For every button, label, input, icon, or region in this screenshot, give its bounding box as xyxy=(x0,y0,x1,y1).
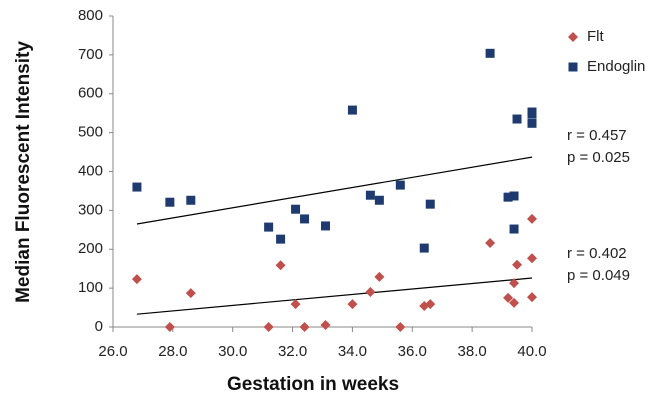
point xyxy=(165,197,175,207)
y-tick-label: 100 xyxy=(78,279,103,296)
point xyxy=(347,105,357,115)
point xyxy=(485,238,496,249)
point xyxy=(275,260,286,271)
annotation: p = 0.025 xyxy=(567,149,630,166)
point xyxy=(425,299,436,310)
x-tick-label: 38.0 xyxy=(458,343,487,360)
trend-line xyxy=(136,277,533,315)
point xyxy=(132,182,142,192)
y-axis-title: Median Fluorescent Intensity xyxy=(13,41,34,303)
point xyxy=(374,195,384,205)
point xyxy=(527,213,537,224)
x-tick-label: 34.0 xyxy=(338,343,367,360)
point xyxy=(509,224,519,234)
legend-label: Flt xyxy=(587,28,604,45)
y-tick-label: 300 xyxy=(78,201,103,218)
y-tick-label: 200 xyxy=(78,240,103,257)
y-tick-label: 800 xyxy=(78,7,103,24)
x-tick-label: 26.0 xyxy=(98,343,127,360)
point xyxy=(131,274,142,285)
point xyxy=(395,322,406,332)
point xyxy=(395,180,405,190)
point xyxy=(264,222,274,232)
point xyxy=(503,192,513,202)
y-tick-label: 600 xyxy=(78,85,103,102)
point xyxy=(320,221,330,231)
point xyxy=(485,48,495,58)
annotation: r = 0.402 xyxy=(567,245,627,262)
point xyxy=(300,214,310,224)
point xyxy=(186,195,196,205)
x-tick-label: 36.0 xyxy=(398,343,427,360)
point xyxy=(527,107,537,117)
point xyxy=(509,191,519,201)
point xyxy=(419,243,429,253)
x-tick-label: 30.0 xyxy=(218,343,247,360)
y-tick-label: 700 xyxy=(78,46,103,63)
point xyxy=(509,297,520,308)
point xyxy=(512,114,522,124)
point xyxy=(509,278,520,289)
x-axis-title: Gestation in weeks xyxy=(227,374,399,395)
legend-marker xyxy=(568,62,578,72)
y-tick-label: 0 xyxy=(95,318,103,335)
point xyxy=(512,259,523,270)
point xyxy=(527,253,537,264)
y-tick-label: 500 xyxy=(78,124,103,141)
point xyxy=(263,322,274,332)
annotation: p = 0.049 xyxy=(567,267,630,284)
point xyxy=(185,288,196,299)
legend-label: Endoglin xyxy=(587,58,645,75)
point xyxy=(374,271,385,282)
x-tick-label: 32.0 xyxy=(278,343,307,360)
point xyxy=(299,322,310,332)
trend-line xyxy=(136,156,533,225)
point xyxy=(527,292,537,303)
point xyxy=(503,292,514,303)
point xyxy=(291,204,301,214)
legend-marker xyxy=(568,32,578,42)
point xyxy=(347,299,358,310)
point xyxy=(425,199,435,209)
point xyxy=(527,118,537,128)
point xyxy=(164,322,175,332)
point xyxy=(365,287,376,298)
annotation: r = 0.457 xyxy=(567,127,627,144)
y-tick-label: 400 xyxy=(78,162,103,179)
point xyxy=(365,190,375,200)
point xyxy=(320,320,331,331)
x-tick-label: 28.0 xyxy=(158,343,187,360)
point xyxy=(290,299,301,310)
x-tick-label: 40.0 xyxy=(517,343,546,360)
point xyxy=(276,234,286,244)
